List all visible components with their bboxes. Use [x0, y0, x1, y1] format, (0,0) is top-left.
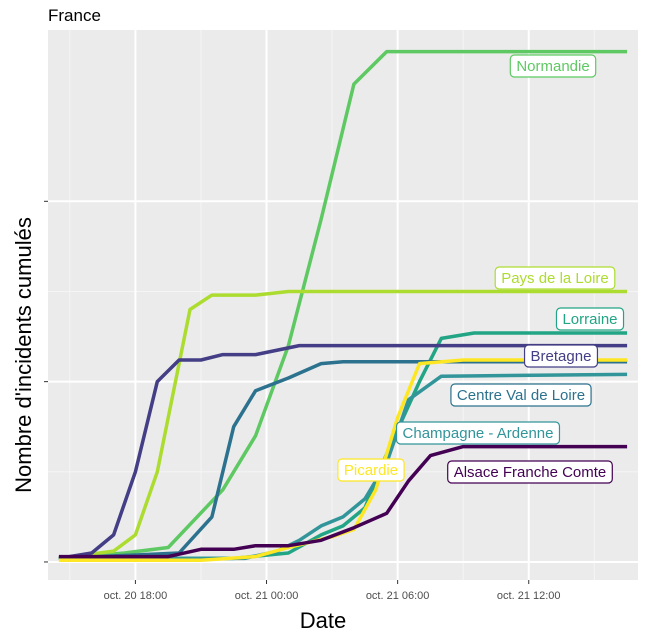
series-label: Pays de la Loire: [494, 266, 616, 290]
series-line-centre-val-de-loire: [58, 360, 628, 561]
series-label-box: [509, 54, 597, 78]
series-label-box: [337, 458, 405, 482]
grid: [48, 30, 638, 580]
series-label-box: [447, 460, 613, 484]
plot-panel: [48, 30, 638, 580]
series-line-pays-de-la-loire: [58, 289, 628, 561]
series-label-text: Pays de la Loire: [501, 270, 609, 287]
page-title: France: [48, 6, 101, 25]
y-axis-label: Nombre d'incidents cumulés: [11, 217, 36, 493]
series-label-text: Champagne - Ardenne: [403, 425, 554, 442]
series-label-text: Lorraine: [562, 311, 617, 328]
x-tick-label: oct. 21 06:00: [366, 590, 430, 602]
series-label-box: [555, 307, 625, 331]
series-line-bretagne: [58, 343, 628, 561]
x-tick-label: oct. 21 00:00: [235, 590, 299, 602]
series-label-box: [450, 383, 592, 407]
series-label-text: Alsace Franche Comte: [454, 464, 607, 481]
series-label-box: [395, 421, 561, 445]
series-label: Bretagne: [523, 344, 599, 368]
series-label: Picardie: [337, 458, 405, 482]
x-axis-label: Date: [299, 608, 347, 633]
series-labels: Normandie Pays de la Loire Lorraine Bretagn…: [337, 54, 625, 484]
series-label: Lorraine: [555, 307, 625, 331]
series-label: Centre Val de Loire: [450, 383, 592, 407]
series-line-alsace-franche-comte: [58, 444, 628, 559]
series-label-text: Picardie: [344, 462, 398, 479]
series-lines: [58, 49, 628, 562]
series-label: Normandie: [509, 54, 597, 78]
axes: oct. 20 18:00 oct. 21 00:00 oct. 21 06:00 o…: [44, 200, 561, 602]
series-label-text: Centre Val de Loire: [457, 387, 585, 404]
series-label: Alsace Franche Comte: [447, 460, 613, 484]
x-tick-label: oct. 20 18:00: [104, 590, 168, 602]
x-tick-label: oct. 21 12:00: [497, 590, 561, 602]
series-label-text: Bretagne: [531, 348, 592, 365]
series-label-text: Normandie: [516, 58, 589, 75]
series-label: Champagne - Ardenne: [395, 421, 561, 445]
series-label-box: [494, 266, 616, 290]
series-label-box: [523, 344, 599, 368]
series-line-normandie: [58, 49, 628, 561]
